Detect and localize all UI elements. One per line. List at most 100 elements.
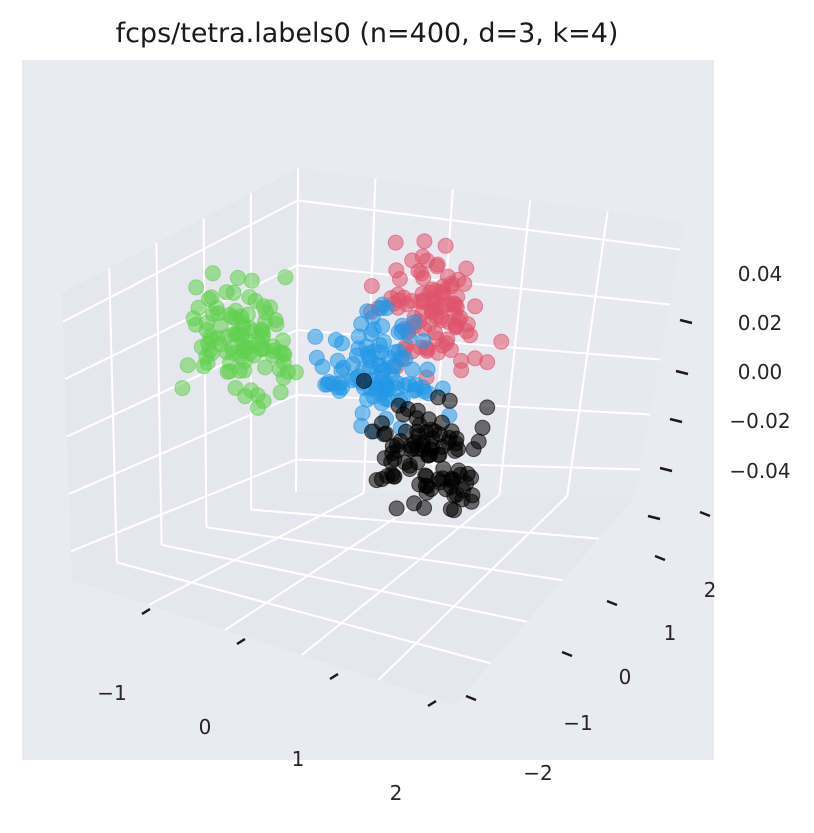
data-point <box>439 331 456 348</box>
tick-label: 0 <box>199 715 212 739</box>
data-point <box>268 316 285 333</box>
data-point <box>493 333 510 350</box>
data-point <box>429 344 446 361</box>
data-point <box>470 433 487 450</box>
axis-ticks: −1 0 1 2 −2 −1 0 1 2 −0.04 −0.02 0.00 0.02 0.04 <box>97 262 790 805</box>
tick-mark <box>654 554 666 562</box>
grid-line <box>297 264 671 306</box>
data-point <box>453 362 470 379</box>
tick-label: −1 <box>563 711 592 735</box>
data-point <box>456 275 473 292</box>
grid-line <box>148 492 365 606</box>
data-point <box>409 454 426 471</box>
data-point <box>225 326 242 343</box>
grid-line <box>296 458 641 471</box>
grid-line <box>251 508 600 540</box>
data-point <box>174 380 191 397</box>
data-point <box>275 369 292 386</box>
pane-floor <box>72 492 635 705</box>
data-point <box>243 272 260 289</box>
data-point <box>307 328 324 345</box>
data-point <box>188 279 205 296</box>
data-point <box>395 406 412 423</box>
tick-label: −0.04 <box>729 459 790 483</box>
data-point <box>467 350 483 367</box>
data-point <box>406 314 423 331</box>
data-point <box>406 495 423 512</box>
tick-label: −1 <box>97 681 126 705</box>
data-point <box>378 300 395 317</box>
data-point <box>373 415 390 432</box>
data-point <box>359 345 376 362</box>
data-point <box>467 298 484 315</box>
data-point <box>314 358 331 375</box>
data-point <box>422 446 439 463</box>
data-point <box>424 430 441 447</box>
data-point <box>418 484 435 501</box>
data-point <box>479 399 496 416</box>
grid-line <box>116 561 492 665</box>
data-point <box>374 318 391 335</box>
tick-label: −0.02 <box>729 409 790 433</box>
data-point <box>246 347 263 364</box>
data-point <box>249 387 266 404</box>
tick-mark <box>659 466 673 473</box>
data-point <box>416 383 433 400</box>
data-points <box>174 233 510 519</box>
grid-line <box>297 199 681 251</box>
data-point <box>393 323 410 340</box>
tick-label: 0.02 <box>738 311 783 335</box>
grid-line <box>70 458 297 553</box>
data-point <box>204 265 221 282</box>
tick-mark <box>699 510 711 518</box>
data-point <box>452 466 469 483</box>
data-point <box>254 330 271 347</box>
data-point <box>464 487 481 504</box>
data-point <box>190 299 207 316</box>
data-point <box>419 361 436 378</box>
data-point <box>236 362 253 379</box>
data-point <box>430 389 447 406</box>
tick-mark <box>647 514 661 521</box>
data-point <box>373 471 390 488</box>
data-point <box>225 284 242 301</box>
data-point <box>329 352 346 369</box>
data-point <box>353 315 370 332</box>
tick-mark <box>236 637 246 646</box>
data-point <box>415 270 432 287</box>
data-point <box>368 380 385 397</box>
tick-mark <box>329 672 339 681</box>
tick-label: 1 <box>664 621 677 645</box>
data-point <box>375 333 392 350</box>
data-point <box>388 500 405 517</box>
grid-line <box>62 199 299 323</box>
tick-label: 1 <box>292 747 305 771</box>
data-point <box>327 331 344 348</box>
data-point <box>359 391 376 408</box>
tick-label: −2 <box>523 761 552 785</box>
tick-label: 0.00 <box>738 360 783 384</box>
data-point <box>447 442 463 459</box>
data-point <box>257 359 274 376</box>
data-point <box>416 233 433 250</box>
data-point <box>391 271 408 287</box>
data-point <box>356 372 372 389</box>
grid-line <box>161 543 528 623</box>
tick-mark <box>465 694 477 702</box>
grid-line <box>296 393 651 416</box>
data-point <box>264 338 281 355</box>
data-point <box>397 350 414 367</box>
data-point <box>179 357 196 374</box>
grid-line <box>301 494 501 656</box>
chart-title: fcps/tetra.labels0 (n=400, d=3, k=4) <box>115 18 619 49</box>
tick-label: 2 <box>704 578 717 602</box>
data-point <box>277 269 294 286</box>
tick-mark <box>561 650 573 658</box>
data-point <box>193 339 210 355</box>
pane-right <box>296 168 685 497</box>
data-point <box>474 419 491 436</box>
data-point <box>437 237 454 254</box>
tick-mark <box>606 599 618 607</box>
data-point <box>441 296 458 313</box>
data-point <box>199 314 216 331</box>
